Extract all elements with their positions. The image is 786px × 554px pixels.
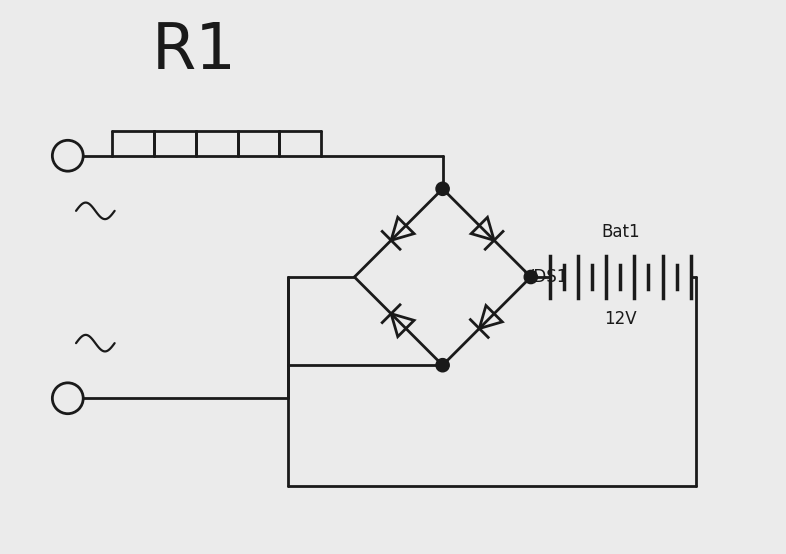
Circle shape <box>436 358 450 372</box>
Text: 12V: 12V <box>604 310 637 328</box>
Circle shape <box>524 270 538 284</box>
Text: R1: R1 <box>152 20 237 82</box>
Text: VDS1: VDS1 <box>523 268 568 286</box>
Text: Bat1: Bat1 <box>601 223 640 241</box>
Circle shape <box>436 182 450 196</box>
